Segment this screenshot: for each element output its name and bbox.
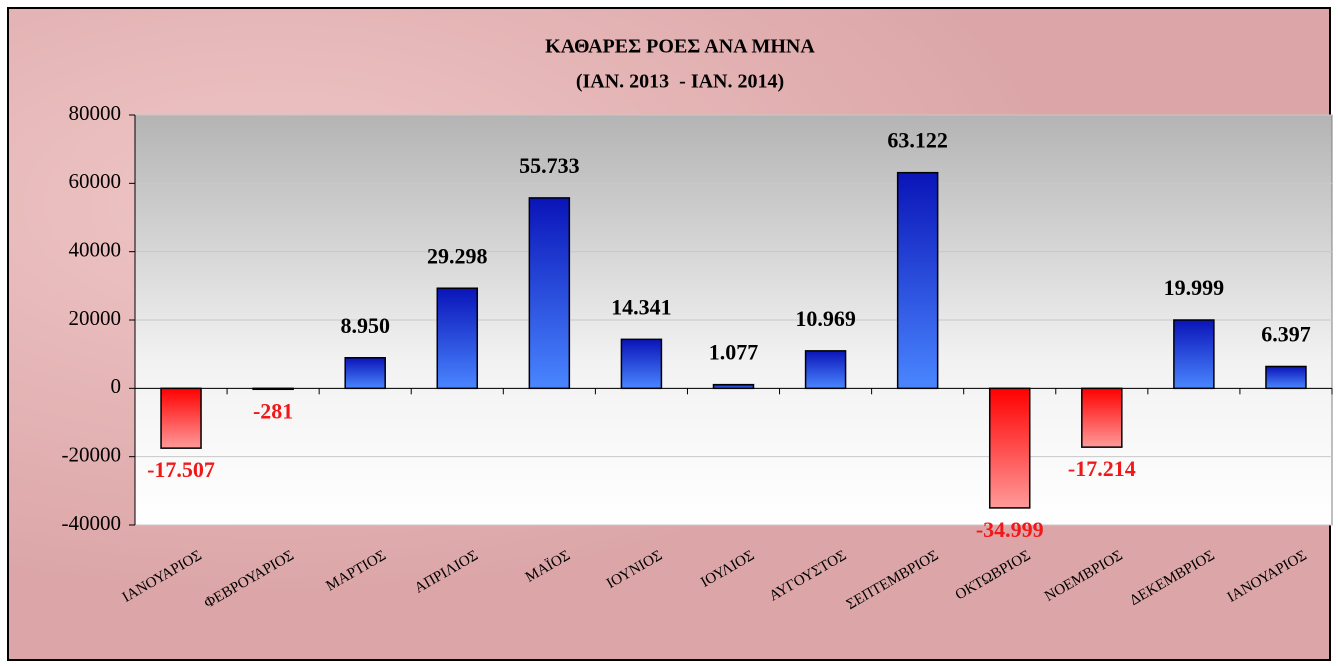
bar	[1265, 365, 1307, 390]
chart-title: ΚΑΘΑΡΕΣ ΡΟΕΣ ΑΝΑ ΜΗΝΑ	[545, 36, 815, 58]
value-label: 6.397	[1261, 322, 1311, 347]
value-label: 1.077	[709, 340, 759, 365]
value-label: -34.999	[976, 517, 1044, 542]
y-tick-label: 40000	[69, 237, 122, 261]
bar	[804, 350, 847, 390]
y-tick-label: 0	[111, 374, 122, 398]
chart-subtitle: (ΙΑΝ. 2013 - ΙΑΝ. 2014)	[576, 71, 784, 93]
value-label: 29.298	[427, 243, 488, 268]
y-tick-label: 20000	[69, 306, 122, 330]
bar	[528, 197, 571, 390]
bar	[988, 387, 1031, 509]
bar	[1081, 387, 1123, 448]
value-label: -17.507	[147, 457, 215, 482]
bar	[252, 387, 294, 391]
bar	[160, 387, 202, 449]
y-tick-label: 80000	[69, 101, 122, 125]
bar	[344, 357, 386, 390]
value-label: 10.969	[795, 306, 856, 331]
bar	[1173, 319, 1215, 390]
bar	[620, 338, 663, 390]
value-label: 14.341	[611, 294, 672, 319]
y-tick-label: -20000	[62, 442, 122, 466]
value-label: 63.122	[887, 128, 948, 153]
value-label: 55.733	[519, 153, 580, 178]
value-label: -17.214	[1068, 456, 1136, 481]
bar	[712, 383, 755, 390]
bar	[436, 287, 479, 390]
value-label: 19.999	[1164, 275, 1225, 300]
y-tick-label: -40000	[62, 511, 122, 535]
value-label: -281	[253, 398, 293, 423]
y-tick-label: 60000	[69, 169, 122, 193]
bar	[896, 171, 939, 390]
value-label: 8.950	[340, 313, 390, 338]
